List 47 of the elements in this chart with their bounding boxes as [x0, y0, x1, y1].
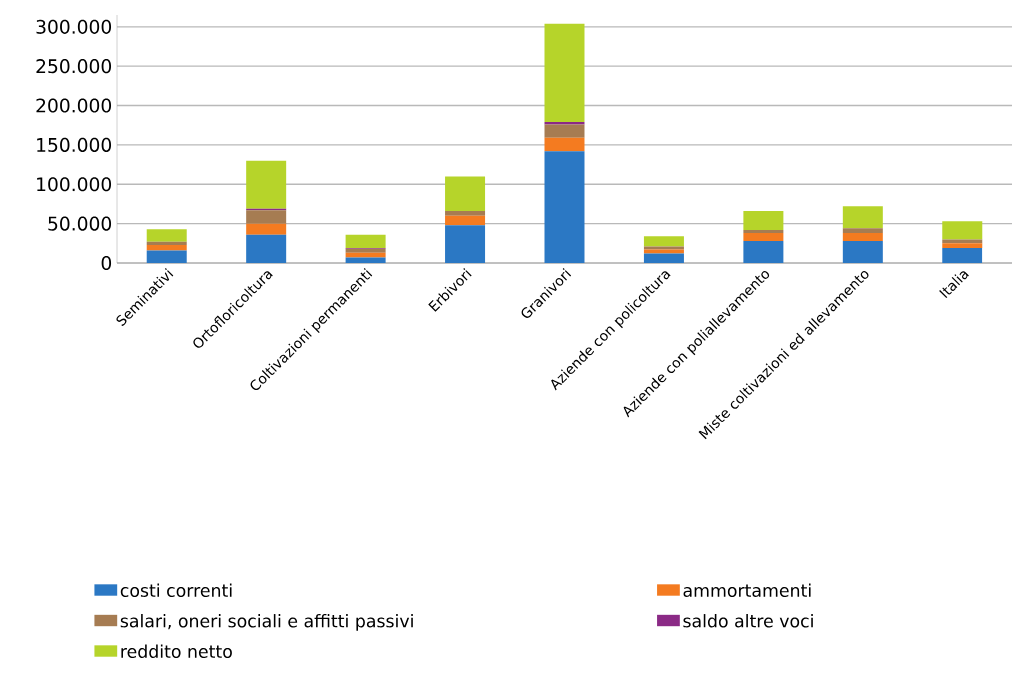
bar [445, 176, 486, 212]
y-tick-label: 50.000 [48, 216, 112, 231]
bar [842, 228, 883, 234]
bar [643, 246, 684, 250]
bar [246, 210, 287, 224]
bar [246, 160, 287, 209]
bar [544, 124, 585, 138]
bar [942, 239, 983, 244]
y-tick-label: 100.000 [37, 177, 112, 192]
bar [942, 243, 983, 249]
bar [345, 248, 386, 253]
bar [643, 249, 684, 254]
bar [643, 253, 684, 263]
bar [942, 221, 983, 240]
bar [146, 229, 187, 242]
y-tick-label: 300.000 [36, 19, 112, 34]
legend-label: costi correnti [120, 583, 232, 597]
bar [643, 236, 684, 247]
bar [743, 233, 784, 241]
bar [544, 23, 585, 123]
bar [345, 257, 386, 263]
bar [146, 250, 187, 263]
bar [246, 234, 287, 263]
bar [743, 229, 784, 234]
bar [146, 241, 187, 245]
bar [544, 137, 585, 152]
bar [842, 240, 883, 263]
y-tick-label: 0 [101, 255, 112, 271]
bar [445, 215, 486, 226]
bar [743, 211, 784, 230]
bar [246, 223, 287, 235]
bar [743, 240, 784, 263]
bar [942, 248, 983, 263]
bar [345, 234, 386, 249]
bar [544, 151, 585, 263]
bar [146, 244, 187, 251]
bar [445, 211, 486, 216]
legend-label: salari, oneri sociali e affitti passivi [120, 614, 413, 631]
bar [842, 233, 883, 241]
y-tick-label: 150.000 [37, 137, 112, 152]
y-tick-label: 250.000 [36, 59, 112, 74]
legend-label: saldo altre voci [683, 614, 813, 628]
legend-label: ammortamenti [683, 583, 811, 597]
legend-label: reddito netto [121, 644, 232, 658]
bar [445, 225, 486, 263]
bar [842, 206, 883, 229]
y-tick-label: 200.000 [36, 98, 112, 113]
